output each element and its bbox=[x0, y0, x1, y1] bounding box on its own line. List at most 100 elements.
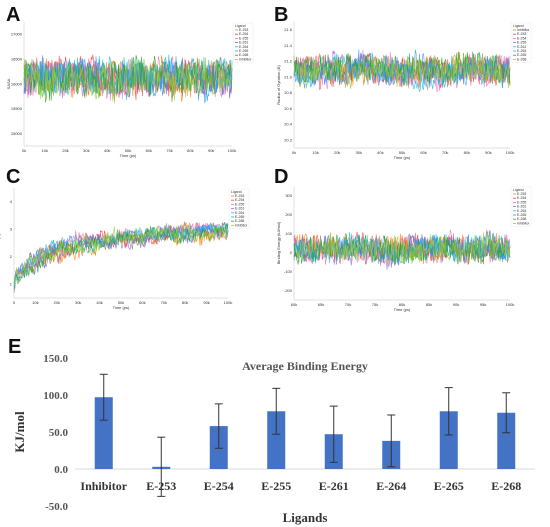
x-tick-label: 70k bbox=[161, 300, 167, 305]
chart-title: Average Binding Energy bbox=[242, 359, 368, 373]
panel-e-bar-chart: Average Binding Energy 150.0 100.0 50.0 0.0 -… bbox=[12, 353, 535, 525]
x-tick-label: 40k bbox=[377, 150, 383, 155]
x-axis-label: Time (ps) bbox=[394, 155, 411, 160]
y-tick-label: 20.2 bbox=[284, 137, 293, 142]
x-tick-label: 40k bbox=[96, 300, 102, 305]
legend-entry: E-255 bbox=[517, 200, 526, 204]
legend-entry: E-265 bbox=[517, 213, 526, 217]
y-tick-label: 0.0 bbox=[54, 464, 68, 476]
x-tick-label: 20k bbox=[54, 300, 60, 305]
x-tick-label: 70k bbox=[166, 148, 172, 153]
x-tick-label: 100k bbox=[224, 300, 233, 305]
legend-entry: E-254 bbox=[235, 198, 244, 202]
x-tick-label: 90k bbox=[485, 150, 491, 155]
legend-entry: E-255 bbox=[239, 36, 248, 40]
y-tick-label: 0 bbox=[290, 250, 293, 255]
x-tick-label: 100k bbox=[228, 148, 237, 153]
legend-title: Ligand bbox=[231, 190, 242, 194]
legend-entry: Inhibitor bbox=[517, 28, 530, 32]
legend-entry: E-264 bbox=[235, 211, 244, 215]
y-tick-label: 20.8 bbox=[284, 90, 293, 95]
y-axis-label: KJ/mol bbox=[12, 411, 27, 453]
legend-box bbox=[510, 22, 532, 63]
x-tick-label: 30k bbox=[356, 150, 362, 155]
y-axis-label: SASA bbox=[6, 78, 11, 89]
legend-entry: E-261 bbox=[517, 45, 526, 49]
panel-label-e: E bbox=[8, 336, 22, 358]
x-tick-label: 70k bbox=[345, 302, 351, 307]
panel-label-c: C bbox=[6, 166, 21, 188]
legend-entry: E-255 bbox=[517, 41, 526, 45]
category-label: E-254 bbox=[204, 479, 234, 493]
y-tick-label: 100.0 bbox=[43, 390, 68, 402]
bar-e-265 bbox=[439, 411, 458, 469]
y-axis-label: Radius of Gyration (Å) bbox=[276, 65, 281, 105]
y-tick-label: 2 bbox=[10, 254, 13, 259]
y-tick-label: 300 bbox=[285, 193, 292, 198]
x-tick-label: 90k bbox=[203, 300, 209, 305]
y-axis-label: Binding Energy (kJ/mol) bbox=[276, 221, 281, 264]
x-tick-label: 60k bbox=[291, 302, 297, 307]
legend-entry: E-268 bbox=[239, 53, 248, 57]
legend-entry: E-261 bbox=[239, 41, 248, 45]
category-label: E-261 bbox=[319, 479, 349, 493]
x-axis-label: Ligands bbox=[283, 510, 328, 525]
y-tick-label: 16500 bbox=[11, 57, 23, 62]
category-label: E-255 bbox=[261, 479, 291, 493]
legend-entry: Inhibitor bbox=[235, 223, 248, 227]
series-line-e-265 bbox=[293, 51, 511, 86]
x-tick-label: 10k bbox=[32, 300, 38, 305]
x-tick-label: 80k bbox=[399, 302, 405, 307]
bar-e-255 bbox=[267, 411, 286, 469]
x-tick-label: 30k bbox=[75, 300, 81, 305]
legend-entry: E-254 bbox=[239, 32, 248, 36]
x-tick-label: 70k bbox=[442, 150, 448, 155]
legend-entry: E-255 bbox=[235, 202, 244, 206]
y-tick-label: 4 bbox=[10, 199, 13, 204]
error-bar bbox=[157, 436, 166, 497]
x-tick-label: 100k bbox=[506, 150, 515, 155]
y-tick-label: 21.6 bbox=[284, 27, 293, 32]
y-tick-label: 15000 bbox=[11, 131, 23, 136]
category-label: E-268 bbox=[491, 479, 521, 493]
y-tick-label: -200 bbox=[284, 288, 293, 293]
category-label: E-265 bbox=[434, 479, 464, 493]
x-tick-label: 60k bbox=[146, 148, 152, 153]
legend-entry: E-254 bbox=[517, 196, 526, 200]
legend-entry: E-268 bbox=[517, 217, 526, 221]
legend-entry: Inhibitor bbox=[517, 221, 530, 225]
x-axis-label: Time (ps) bbox=[113, 305, 130, 310]
x-tick-label: 20k bbox=[334, 150, 340, 155]
error-bar bbox=[502, 392, 511, 434]
x-tick-label: 90k bbox=[208, 148, 214, 153]
legend-entry: E-265 bbox=[517, 53, 526, 57]
error-bar bbox=[387, 414, 396, 468]
y-tick-label: -50.0 bbox=[45, 501, 68, 513]
legend-entry: E-253 bbox=[235, 194, 244, 198]
x-tick-label: 65k bbox=[318, 302, 324, 307]
category-label: E-253 bbox=[146, 479, 176, 493]
x-tick-label: 40k bbox=[104, 148, 110, 153]
x-tick-label: 90k bbox=[453, 302, 459, 307]
legend-entry: E-253 bbox=[517, 192, 526, 196]
series-line-e-265 bbox=[13, 221, 229, 290]
series-line-e-268 bbox=[293, 233, 511, 265]
panel-c-plot: 0 10k 20k 30k 40k 50k 60k 70k 80k 90k 100k 1 2 3 4 Time… bbox=[0, 188, 250, 310]
y-tick-label: 100 bbox=[285, 231, 292, 236]
x-tick-label: 10k bbox=[312, 150, 318, 155]
y-tick-label: 20.4 bbox=[284, 122, 293, 127]
bar-inhibitor bbox=[94, 397, 113, 469]
error-bar bbox=[214, 403, 223, 449]
x-tick-label: 100k bbox=[506, 302, 515, 307]
y-tick-label: 150.0 bbox=[43, 353, 68, 365]
x-axis-label: Time (ps) bbox=[394, 307, 411, 312]
x-tick-label: 60k bbox=[420, 150, 426, 155]
y-tick-label: 21.0 bbox=[284, 74, 293, 79]
series-line-inhibitor bbox=[293, 232, 511, 266]
legend-entry: E-261 bbox=[517, 205, 526, 209]
panel-label-a: A bbox=[6, 4, 21, 26]
x-tick-label: 50k bbox=[399, 150, 405, 155]
x-tick-label: 30k bbox=[83, 148, 89, 153]
x-tick-label: 80k bbox=[464, 150, 470, 155]
legend-box bbox=[228, 188, 250, 229]
